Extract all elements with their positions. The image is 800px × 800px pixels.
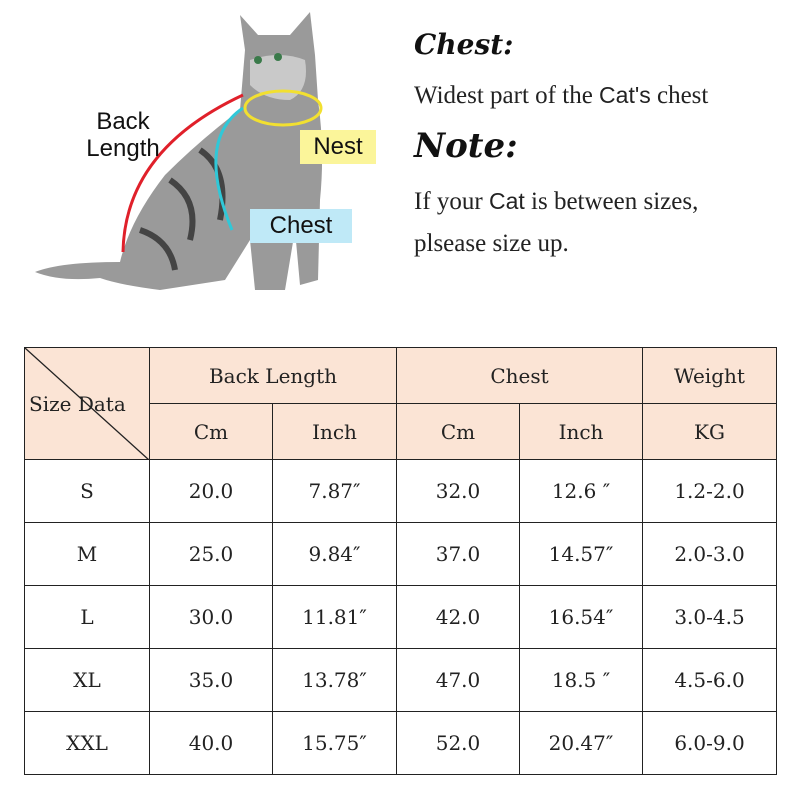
- value-cell: 14.57″: [519, 522, 643, 586]
- value-cell: 47.0: [396, 648, 520, 712]
- back-length-text: Back Length: [86, 108, 160, 162]
- value-cell: 6.0-9.0: [642, 711, 777, 775]
- value-cell: 13.78″: [272, 648, 397, 712]
- value-cell: 18.5 ″: [519, 648, 643, 712]
- size-cell: XL: [24, 648, 150, 712]
- value-cell: 4.5-6.0: [642, 648, 777, 712]
- corner-label: Size Data: [29, 391, 126, 416]
- size-cell: L: [24, 585, 150, 649]
- value-cell: 3.0-4.5: [642, 585, 777, 649]
- size-cell: M: [24, 522, 150, 586]
- size-table: Size Data Back Length Chest Weight Cm In…: [24, 347, 777, 775]
- unit-header: Inch: [519, 403, 643, 460]
- unit-header: Cm: [149, 403, 273, 460]
- value-cell: 2.0-3.0: [642, 522, 777, 586]
- chest-title: Chest:: [414, 28, 514, 61]
- value-cell: 11.81″: [272, 585, 397, 649]
- value-cell: 35.0: [149, 648, 273, 712]
- value-cell: 15.75″: [272, 711, 397, 775]
- table-row: M 25.0 9.84″ 37.0 14.57″ 2.0-3.0: [24, 522, 777, 586]
- value-cell: 9.84″: [272, 522, 397, 586]
- text: Cat's: [599, 82, 651, 108]
- value-cell: 20.47″: [519, 711, 643, 775]
- group-header: Weight: [642, 347, 777, 404]
- table-row: XL 35.0 13.78″ 47.0 18.5 ″ 4.5-6.0: [24, 648, 777, 712]
- value-cell: 16.54″: [519, 585, 643, 649]
- group-header: Chest: [396, 347, 643, 404]
- chest-label: Chest: [250, 209, 352, 243]
- value-cell: 52.0: [396, 711, 520, 775]
- value-cell: 40.0: [149, 711, 273, 775]
- value-cell: 7.87″: [272, 459, 397, 523]
- unit-header: Inch: [272, 403, 397, 460]
- text: chest: [656, 82, 709, 109]
- text: If your: [414, 188, 483, 215]
- group-header: Back Length: [149, 347, 397, 404]
- size-cell: S: [24, 459, 150, 523]
- text: is between sizes,: [531, 188, 699, 215]
- nest-label: Nest: [300, 130, 376, 164]
- value-cell: 42.0: [396, 585, 520, 649]
- value-cell: 12.6 ″: [519, 459, 643, 523]
- unit-header: Cm: [396, 403, 520, 460]
- note-title: Note:: [414, 126, 518, 166]
- note-size-up: plsease size up.: [414, 230, 569, 257]
- nest-ring: [243, 89, 323, 127]
- chest-description: Widest part of the Cat's chest: [414, 82, 708, 110]
- value-cell: 25.0: [149, 522, 273, 586]
- text: Widest part of the: [414, 82, 593, 109]
- corner-cell: Size Data: [24, 347, 150, 460]
- size-cell: XXL: [24, 711, 150, 775]
- unit-header: KG: [642, 403, 777, 460]
- table-row: L 30.0 11.81″ 42.0 16.54″ 3.0-4.5: [24, 585, 777, 649]
- table-row: S 20.0 7.87″ 32.0 12.6 ″ 1.2-2.0: [24, 459, 777, 523]
- back-length-line: [121, 93, 244, 253]
- value-cell: 32.0: [396, 459, 520, 523]
- text: Cat: [488, 188, 525, 214]
- back-length-label: Back Length: [78, 108, 168, 162]
- note-description: If your Cat is between sizes,: [414, 188, 698, 216]
- value-cell: 37.0: [396, 522, 520, 586]
- value-cell: 30.0: [149, 585, 273, 649]
- value-cell: 20.0: [149, 459, 273, 523]
- value-cell: 1.2-2.0: [642, 459, 777, 523]
- chest-line: [214, 106, 244, 231]
- table-row: XXL 40.0 15.75″ 52.0 20.47″ 6.0-9.0: [24, 711, 777, 775]
